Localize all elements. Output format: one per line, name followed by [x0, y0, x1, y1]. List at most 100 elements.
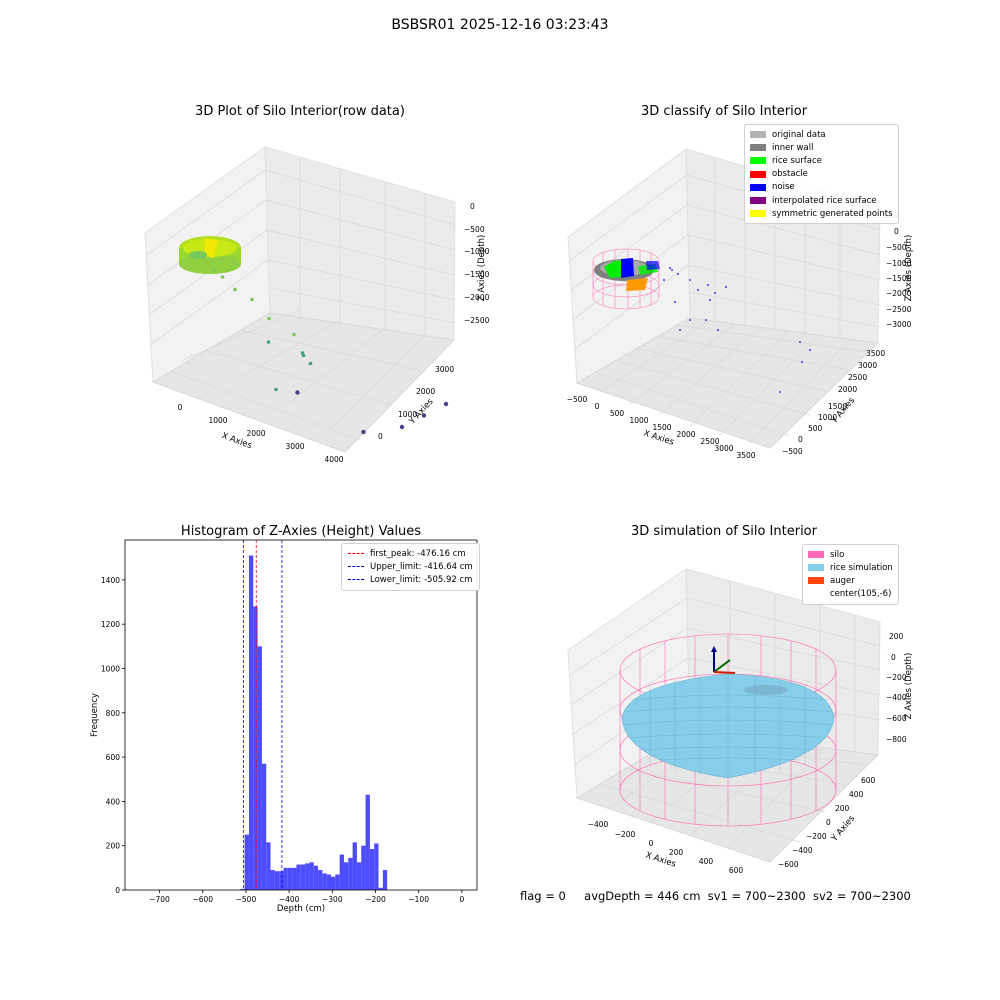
- legend-item-lower-limit: Lower_limit: -505.92 cm: [348, 573, 473, 586]
- raw-point: [399, 424, 405, 430]
- hist-xtick-label: −300: [322, 895, 343, 904]
- legend-item-original-data: original data: [750, 128, 893, 141]
- noise-point: [669, 267, 671, 269]
- raw-pane-floor: [151, 312, 456, 453]
- hist-bar: [244, 834, 249, 890]
- raw-point: [421, 413, 427, 418]
- classify-xtick: 2500: [700, 437, 719, 446]
- legend-line: [348, 553, 364, 555]
- classify-ytick: 1500: [828, 402, 847, 411]
- legend-label: auger: [830, 575, 855, 586]
- raw-ztick: −500: [464, 225, 485, 234]
- legend-item-noise: noise: [750, 181, 893, 194]
- classify-ztick: −1500: [886, 274, 912, 283]
- hist-bar: [382, 870, 388, 890]
- legend-label: original data: [772, 129, 826, 140]
- sim-zlabel: Z Axies (Depth): [904, 653, 914, 720]
- classify-xtick: 1500: [652, 423, 671, 432]
- noise-point: [707, 284, 709, 286]
- raw-xtick: 2000: [246, 429, 265, 438]
- raw-point: [308, 361, 313, 366]
- classify-ytick: 1000: [818, 413, 837, 422]
- hist-bar: [348, 857, 353, 890]
- suptitle: BSBSR01 2025-12-16 03:23:43: [391, 17, 609, 33]
- hist-xtick-label: −200: [365, 895, 386, 904]
- sim-xtick: −200: [615, 830, 636, 839]
- classify-xtick: 3500: [736, 451, 755, 460]
- raw-point: [220, 275, 225, 279]
- hist-xtick-label: −100: [408, 895, 429, 904]
- classify-xtick: 500: [610, 409, 625, 418]
- raw-ytick: 2000: [416, 387, 435, 396]
- raw-xtick: 4000: [324, 455, 343, 464]
- classify-xtick: −500: [567, 395, 588, 404]
- hist-ytick-label: 1000: [101, 664, 120, 673]
- hist-xtick-label: −700: [149, 895, 170, 904]
- raw-3d-chart: 0 1000 2000 3000 4000 X Axies 0 1000 200…: [144, 146, 490, 464]
- legend-item-center: center(105,-6): [808, 588, 893, 601]
- sim-xtick: 0: [649, 839, 654, 848]
- legend-label: obstacle: [772, 169, 808, 180]
- classify-xtick: 1000: [629, 416, 648, 425]
- hist-bar: [313, 865, 319, 890]
- legend-item-interpolated: interpolated rice surface: [750, 194, 893, 207]
- classify-ztick: −2000: [886, 289, 912, 298]
- legend-label: silo: [830, 549, 845, 560]
- raw-point: [361, 429, 366, 435]
- hist-bar: [335, 874, 340, 890]
- hist-bar: [279, 871, 284, 890]
- sim-ztick: 200: [889, 632, 904, 641]
- raw-point: [233, 287, 237, 292]
- simulation-3d-chart: −400 −200 0 200 400 600 X Axies −600 −40…: [567, 568, 914, 875]
- sim-ytick: 400: [849, 790, 864, 799]
- sim-ztick: −800: [886, 735, 907, 744]
- sim-ztick: −400: [886, 693, 907, 702]
- hist-bar: [270, 870, 275, 890]
- legend-item-first-peak: first_peak: -476.16 cm: [348, 547, 473, 560]
- raw-chart-title: 3D Plot of Silo Interior(row data): [195, 104, 405, 119]
- raw-ytick: 0: [378, 432, 383, 441]
- legend-label: inner wall: [772, 142, 814, 153]
- hist-bar: [339, 854, 344, 890]
- noise-point: [697, 289, 699, 291]
- classify-ztick: −500: [886, 243, 907, 252]
- raw-ztick: −1000: [464, 247, 490, 256]
- classify-chart-title: 3D classify of Silo Interior: [640, 104, 808, 119]
- hist-bar: [261, 763, 267, 890]
- classify-zlabel: Z Axies (Depth): [904, 235, 914, 302]
- raw-ztick: −1500: [464, 270, 490, 279]
- legend-item-inner-wall: inner wall: [750, 141, 893, 154]
- classify-ztick: −3000: [886, 320, 912, 329]
- noise-point: [809, 349, 811, 351]
- legend-swatch: [750, 131, 766, 139]
- legend-item-silo: silo: [808, 548, 893, 561]
- sim-xtick: 200: [669, 848, 684, 857]
- hist-bar: [257, 646, 262, 890]
- sim-ztick: 0: [891, 653, 896, 662]
- hist-bar: [309, 862, 314, 890]
- sim-xtick: 600: [729, 866, 744, 875]
- hist-bar: [343, 862, 349, 890]
- hist-bar: [274, 871, 280, 890]
- legend-swatch: [750, 197, 766, 205]
- classify-ytick: 2500: [848, 373, 867, 382]
- legend-item-obstacle: obstacle: [750, 168, 893, 181]
- legend-label: symmetric generated points: [772, 208, 893, 219]
- raw-xtick: 0: [178, 403, 183, 412]
- classify-xtick: 0: [595, 402, 600, 411]
- hist-bar: [378, 887, 383, 890]
- noise-point: [801, 361, 803, 363]
- hist-ytick-label: 1200: [101, 620, 120, 629]
- histogram-chart: −700 −600 −500 −400 −300 −200 −100 0 0 200 400 600…: [90, 539, 478, 914]
- noise-point: [714, 292, 716, 294]
- legend-swatch: [750, 157, 766, 165]
- sv2-value: sv2 = 700~2300: [812, 889, 911, 903]
- sim-xtick: 400: [699, 857, 714, 866]
- sim-ytick: 0: [826, 818, 831, 827]
- sim-ytick: −600: [778, 860, 799, 869]
- hist-bar: [240, 888, 245, 890]
- hist-chart-title: Histogram of Z-Axies (Height) Values: [180, 524, 422, 539]
- legend-swatch: [808, 551, 824, 559]
- legend-label: Lower_limit: -505.92 cm: [370, 574, 473, 585]
- hist-ytick-label: 0: [115, 886, 120, 895]
